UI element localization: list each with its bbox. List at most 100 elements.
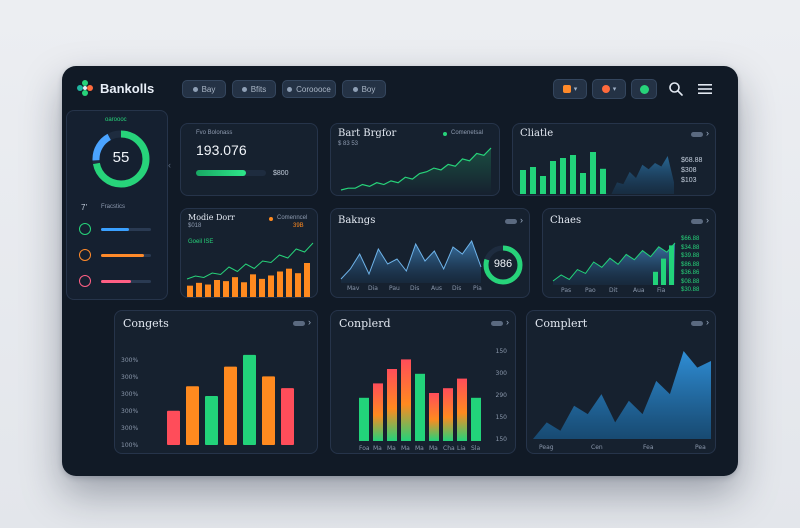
brand[interactable]: Bankolls	[76, 79, 154, 97]
bar	[443, 388, 453, 441]
y-tick-label: 150	[496, 348, 508, 355]
nav-label: Bay	[201, 84, 216, 94]
nav-item-coroooce[interactable]: Coroooce	[282, 80, 336, 98]
series-line	[552, 242, 676, 282]
congets-bar-chart: 100% 300% 300% 300% 300% 300%	[121, 354, 294, 449]
nav-item-bfits[interactable]: Bfits	[232, 80, 276, 98]
x-tick-label: Mav	[347, 285, 360, 291]
legend-dot	[443, 132, 447, 136]
ring-segment	[92, 130, 150, 188]
x-tick-label: Lia	[457, 445, 466, 451]
bar	[205, 284, 211, 297]
nav-item-boy[interactable]: Boy	[342, 80, 386, 98]
balance-sub-value: $800	[273, 170, 289, 177]
x-tick-label: Fia	[657, 287, 666, 293]
bank-card-title: Bart Brgfor	[338, 128, 397, 139]
side-value: $66.88	[681, 236, 700, 242]
nav-icon	[192, 86, 198, 92]
card-toggle[interactable]	[691, 321, 703, 326]
modie-card-title: Modie Dorr	[188, 213, 235, 222]
bar	[205, 396, 218, 445]
bar	[214, 280, 220, 297]
bakngs-card-title: Bakngs	[338, 215, 376, 226]
bar	[387, 369, 397, 441]
bar	[550, 161, 556, 194]
card-toggle[interactable]	[293, 321, 305, 326]
legend-dot	[269, 217, 273, 221]
ring-value: 55	[112, 149, 130, 166]
side-value: $34.88	[681, 244, 700, 251]
chevron-right-icon[interactable]: ›	[520, 215, 523, 225]
chaes-card-title: Chaes	[550, 215, 582, 226]
settings-icon	[79, 249, 91, 261]
modie-combo-chart	[186, 242, 314, 297]
bar	[186, 386, 199, 445]
collapse-chevron-icon[interactable]: ‹	[168, 160, 171, 170]
bar	[600, 168, 606, 194]
sidebar-item-bar-fill	[101, 254, 144, 257]
congets-card-title: Congets	[123, 317, 169, 330]
bar	[286, 268, 292, 297]
sidebar-item[interactable]	[79, 275, 159, 289]
chaes-card: Chaes › Pas Pao Dit Aua Fia $66.88 $34.88 $39.…	[542, 208, 716, 298]
modie-legend-value: 39B	[293, 223, 304, 229]
x-tick-label: Dit	[609, 287, 618, 293]
bar	[590, 152, 596, 194]
balance-progress-fill	[196, 170, 247, 176]
card-toggle[interactable]	[491, 321, 503, 326]
sidebar-item[interactable]	[79, 223, 159, 237]
y-tick-label: 300	[496, 370, 508, 377]
card-toggle[interactable]	[691, 219, 703, 224]
sidebar-item[interactable]	[79, 249, 159, 263]
bar	[223, 281, 229, 297]
series-line	[340, 147, 492, 191]
search-icon[interactable]	[668, 81, 684, 97]
chevron-right-icon[interactable]: ›	[706, 317, 709, 327]
chevron-right-icon[interactable]: ›	[308, 317, 311, 327]
area-series	[598, 156, 674, 194]
balance-card: Fvo Bolonass 193.076 $800	[180, 123, 318, 196]
bakngs-ring-value: 986	[493, 258, 513, 270]
modie-legend: Comenncel	[277, 215, 308, 221]
x-tick-label: Pao	[585, 287, 596, 293]
bar	[471, 397, 481, 441]
complert-area-chart: Peag Cen Fea Pea	[533, 351, 711, 451]
side-value: $39.88	[681, 253, 700, 259]
sidebar-item-bar	[101, 280, 151, 283]
x-tick-label: Dia	[368, 285, 378, 291]
status-button[interactable]	[631, 79, 657, 99]
bar	[570, 155, 576, 194]
complert-card-title: Complert	[535, 317, 588, 330]
chevron-right-icon[interactable]: ›	[506, 317, 509, 327]
congets-card: Congets › 100% 300% 300% 300% 300% 300%	[114, 310, 318, 454]
x-tick-label: Sla	[471, 445, 480, 451]
modie-sub2: Goeil ISE	[188, 239, 214, 245]
y-tick-label: 100%	[121, 442, 138, 449]
menu-icon[interactable]	[698, 83, 712, 95]
card-toggle[interactable]	[691, 132, 703, 137]
chevron-right-icon[interactable]: ›	[706, 128, 709, 138]
bar	[457, 378, 467, 441]
nav-icon	[352, 86, 358, 92]
bar	[262, 376, 275, 445]
x-tick-label: Cen	[591, 444, 603, 451]
section-icon: 7’	[81, 203, 88, 212]
nav-item-bay[interactable]: Bay	[182, 80, 226, 98]
balance-progress	[196, 170, 266, 176]
x-tick-label: Pea	[695, 444, 706, 451]
side-value: $36.86	[681, 270, 700, 276]
chevron-right-icon[interactable]: ›	[706, 215, 709, 225]
conplerd-card: Conplerd › Foa Ma Ma Ma Ma Ma Cha Lia Sla 150 300 2…	[330, 310, 516, 454]
flag-icon	[562, 85, 571, 93]
card-toggle[interactable]	[505, 219, 517, 224]
currency-button[interactable]: ▾	[592, 79, 626, 99]
bakngs-card: Bakngs › Mav Dia Pau Dis Aus Dis Pia 986	[330, 208, 530, 298]
bar	[520, 170, 526, 194]
calendar-icon	[79, 223, 91, 235]
sidebar-panel: oaroooc 55 7’ Fracstics	[66, 110, 168, 300]
sidebar-item-bar	[101, 228, 151, 231]
side-value: $08.88	[681, 278, 700, 285]
x-tick-label: Pia	[473, 285, 482, 291]
nav-icon	[287, 86, 293, 92]
flag-button[interactable]: ▾	[553, 79, 587, 99]
